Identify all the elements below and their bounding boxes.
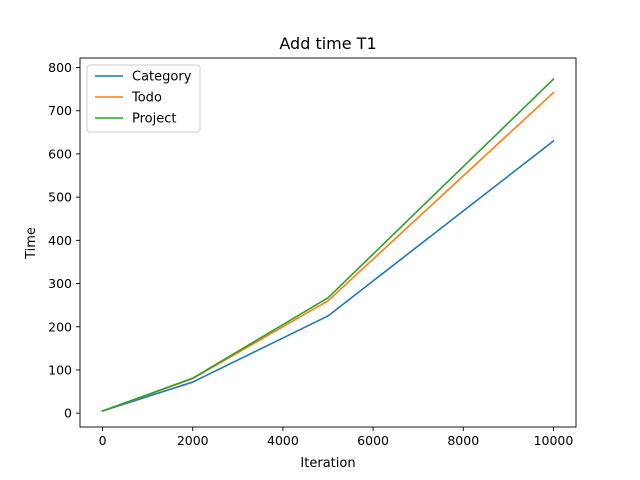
y-tick-label: 600 — [48, 146, 72, 161]
legend: Category Todo Project — [86, 64, 201, 133]
x-tick-label: 0 — [99, 433, 107, 448]
y-tick-label: 700 — [48, 103, 72, 118]
chart-title: Add time T1 — [279, 34, 376, 53]
plot-area: 0 2000 4000 6000 8000 10000 0 100 200 300 400 500 6… — [48, 57, 577, 448]
y-tick-label: 200 — [48, 319, 72, 334]
legend-label-category: Category — [132, 70, 192, 85]
series-line-project — [101, 78, 555, 413]
series-line-category — [101, 139, 555, 413]
x-axis-ticks: 0 2000 4000 6000 8000 10000 — [99, 427, 574, 448]
legend-label-todo: Todo — [131, 91, 162, 106]
y-tick-label: 400 — [48, 233, 72, 248]
x-tick-label: 2000 — [177, 433, 209, 448]
y-tick-label: 300 — [48, 276, 72, 291]
legend-box — [86, 64, 201, 133]
y-tick-label: 800 — [48, 60, 72, 75]
series-lines — [101, 78, 555, 413]
x-tick-label: 6000 — [357, 433, 389, 448]
legend-items: Category Todo Project — [95, 70, 192, 127]
x-tick-label: 10000 — [534, 433, 574, 448]
axes-frame — [79, 57, 577, 428]
y-axis-label: Time — [24, 227, 39, 260]
y-tick-label: 0 — [64, 406, 72, 421]
legend-label-project: Project — [132, 112, 176, 127]
x-axis-label: Iteration — [300, 456, 355, 471]
x-tick-label: 8000 — [447, 433, 479, 448]
y-tick-label: 500 — [48, 190, 72, 205]
y-axis-ticks: 0 100 200 300 400 500 600 700 800 — [48, 60, 80, 421]
x-tick-label: 4000 — [267, 433, 299, 448]
y-tick-label: 100 — [48, 362, 72, 377]
